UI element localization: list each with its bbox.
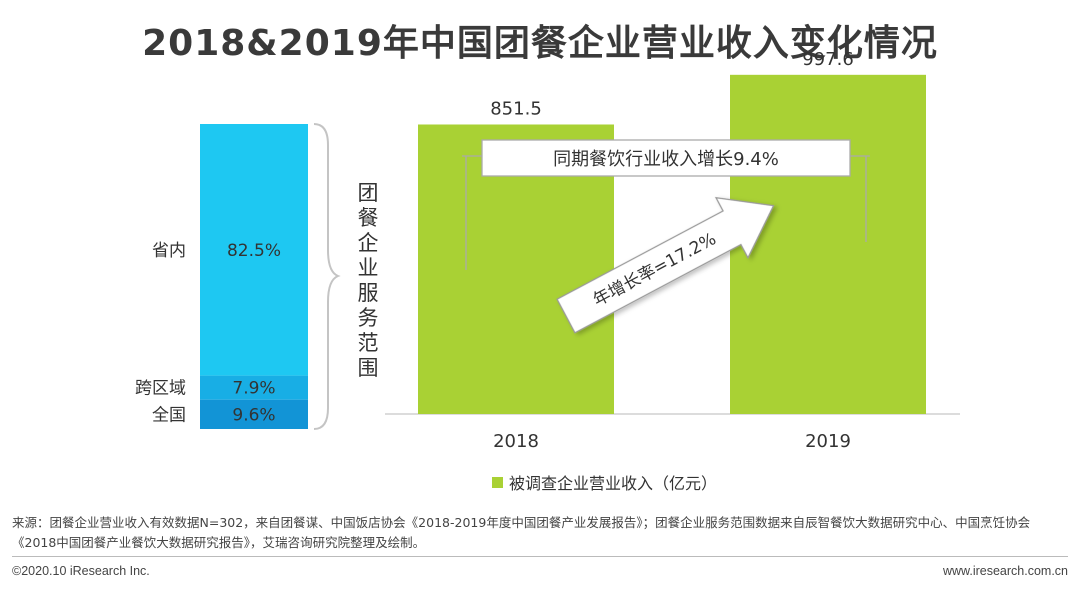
stack-category-domestic: 省内: [152, 241, 186, 261]
stack-segment-cross-region: [200, 375, 308, 400]
scope-axis-title: 团餐企业服务范围: [358, 181, 379, 380]
service-scope-labels: 82.5% 省内 7.9% 跨区域 9.6% 全国: [135, 241, 281, 426]
x-tick-2018: 2018: [493, 431, 539, 452]
stack-category-national: 全国: [152, 405, 186, 425]
stack-value-domestic: 82.5%: [227, 241, 281, 261]
bar-value-2018: 851.5: [490, 98, 542, 119]
source-note: 来源：团餐企业营业收入有效数据N=302，来自团餐谋、中国饭店协会《2018-2…: [12, 515, 1031, 550]
stack-category-cross-region: 跨区域: [135, 379, 186, 399]
copyright: ©2020.10 iResearch Inc.: [12, 564, 150, 578]
legend-label: 被调查企业营业收入（亿元）: [509, 474, 717, 493]
bar-2019: [730, 74, 926, 414]
chart-title: 2018&2019年中国团餐企业营业收入变化情况: [142, 23, 938, 64]
bar-value-2019: 997.6: [802, 49, 854, 70]
stack-segment-domestic: [200, 124, 308, 376]
industry-growth-label: 同期餐饮行业收入增长9.4%: [553, 149, 779, 170]
legend-swatch: [492, 477, 503, 488]
chart-canvas: 82.5% 省内 7.9% 跨区域 9.6% 全国 团餐企业服务范围 851.5 2018 9…: [135, 49, 960, 493]
industry-growth-bracket: 同期餐饮行业收入增长9.4%: [462, 139, 870, 270]
stack-value-cross-region: 7.9%: [232, 379, 275, 399]
x-tick-2019: 2019: [805, 431, 851, 452]
stack-value-national: 9.6%: [232, 405, 275, 425]
footer-divider: [12, 556, 1068, 557]
service-scope-stacked-bar: [200, 124, 308, 429]
stack-segment-national: [200, 399, 308, 429]
brace: [313, 123, 341, 430]
website-link[interactable]: www.iresearch.com.cn: [942, 564, 1068, 578]
legend: 被调查企业营业收入（亿元）: [492, 474, 717, 493]
